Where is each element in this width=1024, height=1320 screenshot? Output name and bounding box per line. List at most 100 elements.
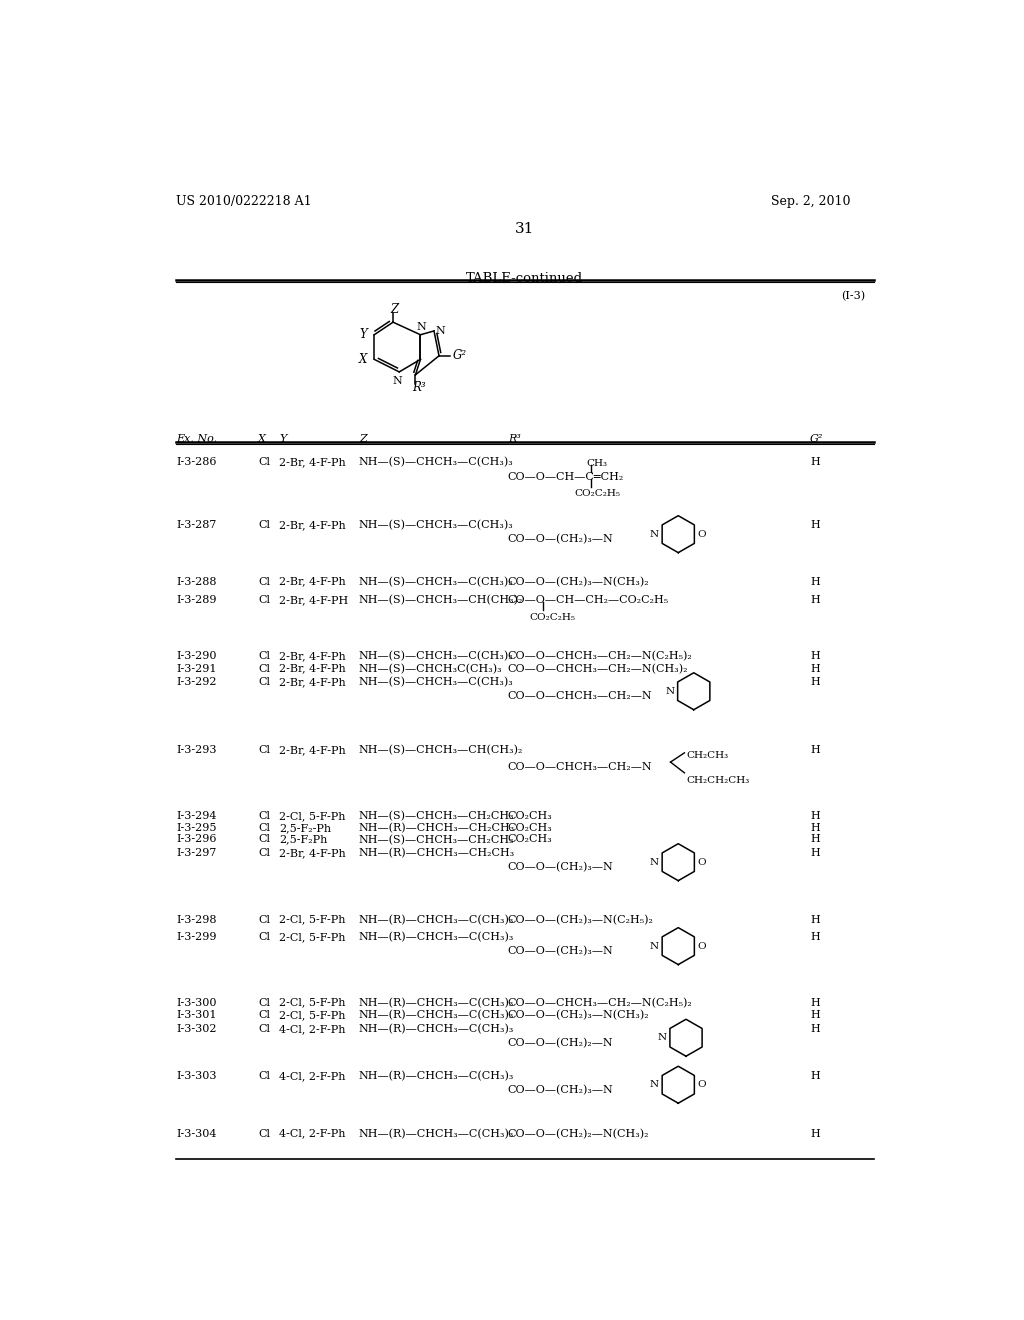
Text: CO₂C₂H₅: CO₂C₂H₅ [529, 612, 575, 622]
Text: 2,5-F₂Ph: 2,5-F₂Ph [280, 834, 328, 845]
Text: H: H [810, 677, 820, 688]
Text: 2-Cl, 5-F-Ph: 2-Cl, 5-F-Ph [280, 915, 346, 924]
Text: NH—(R)—CHCH₃—CH₂CH₃: NH—(R)—CHCH₃—CH₂CH₃ [359, 822, 515, 833]
Text: N: N [649, 858, 658, 867]
Text: NH—(S)—CHCH₃C(CH₃)₃: NH—(S)—CHCH₃C(CH₃)₃ [359, 664, 503, 673]
Text: CO—O—CHCH₃—CH₂—N: CO—O—CHCH₃—CH₂—N [508, 762, 652, 772]
Text: 31: 31 [515, 222, 535, 235]
Text: H: H [810, 457, 820, 467]
Text: X: X [258, 434, 266, 444]
Text: I-3-298: I-3-298 [176, 915, 216, 924]
Text: TABLE-continued: TABLE-continued [466, 272, 584, 285]
Text: NH—(R)—CHCH₃—CH₂CH₃: NH—(R)—CHCH₃—CH₂CH₃ [359, 849, 515, 858]
Text: Cl: Cl [258, 1010, 270, 1020]
Text: CO₂CH₃: CO₂CH₃ [508, 822, 553, 833]
Text: H: H [810, 932, 820, 942]
Text: 2,5-F₂-Ph: 2,5-F₂-Ph [280, 822, 331, 833]
Text: Cl: Cl [258, 812, 270, 821]
Text: CO₂CH₃: CO₂CH₃ [508, 812, 553, 821]
Text: 2-Cl, 5-F-Ph: 2-Cl, 5-F-Ph [280, 998, 346, 1007]
Text: I-3-288: I-3-288 [176, 577, 216, 586]
Text: CO—O—(CH₂)₃—N(C₂H₅)₂: CO—O—(CH₂)₃—N(C₂H₅)₂ [508, 915, 653, 925]
Text: I-3-297: I-3-297 [176, 849, 216, 858]
Text: CO—O—CHCH₃—CH₂—N(C₂H₅)₂: CO—O—CHCH₃—CH₂—N(C₂H₅)₂ [508, 998, 692, 1008]
Text: US 2010/0222218 A1: US 2010/0222218 A1 [176, 195, 311, 209]
Text: I-3-294: I-3-294 [176, 812, 216, 821]
Text: N: N [393, 376, 402, 387]
Text: 2-Br, 4-F-Ph: 2-Br, 4-F-Ph [280, 577, 346, 586]
Text: NH—(S)—CHCH₃—C(CH₃)₃: NH—(S)—CHCH₃—C(CH₃)₃ [359, 577, 514, 587]
Text: Cl: Cl [258, 822, 270, 833]
Text: N: N [649, 1080, 658, 1089]
Text: Cl: Cl [258, 651, 270, 661]
Text: H: H [810, 822, 820, 833]
Text: H: H [810, 849, 820, 858]
Text: 2-Br, 4-F-Ph: 2-Br, 4-F-Ph [280, 744, 346, 755]
Text: 4-Cl, 2-F-Ph: 4-Cl, 2-F-Ph [280, 1071, 346, 1081]
Text: N: N [417, 322, 426, 333]
Text: I-3-296: I-3-296 [176, 834, 216, 845]
Text: Z: Z [390, 304, 398, 317]
Text: 2-Cl, 5-F-Ph: 2-Cl, 5-F-Ph [280, 812, 346, 821]
Text: CO—O—(CH₂)₂—N(CH₃)₂: CO—O—(CH₂)₂—N(CH₃)₂ [508, 1129, 649, 1139]
Text: 2-Br, 4-F-Ph: 2-Br, 4-F-Ph [280, 664, 346, 673]
Text: I-3-290: I-3-290 [176, 651, 216, 661]
Text: H: H [810, 664, 820, 673]
Text: N: N [666, 686, 674, 696]
Text: CO—O—(CH₂)₃—N: CO—O—(CH₂)₃—N [508, 862, 613, 873]
Text: Cl: Cl [258, 744, 270, 755]
Text: NH—(S)—CHCH₃—CH₂CH₃: NH—(S)—CHCH₃—CH₂CH₃ [359, 812, 515, 821]
Text: CO—O—(CH₂)₂—N: CO—O—(CH₂)₂—N [508, 1038, 613, 1048]
Text: NH—(S)—CHCH₃—CH(CH₃)₂: NH—(S)—CHCH₃—CH(CH₃)₂ [359, 595, 523, 606]
Text: I-3-300: I-3-300 [176, 998, 216, 1007]
Text: NH—(S)—CHCH₃—C(CH₃)₃: NH—(S)—CHCH₃—C(CH₃)₃ [359, 520, 514, 531]
Text: Y: Y [359, 329, 368, 342]
Text: CO—O—CH—CH₂—CO₂C₂H₅: CO—O—CH—CH₂—CO₂C₂H₅ [508, 595, 669, 605]
Text: H: H [810, 1071, 820, 1081]
Text: CO—O—(CH₂)₃—N(CH₃)₂: CO—O—(CH₂)₃—N(CH₃)₂ [508, 1010, 649, 1020]
Text: CO—O—(CH₂)₃—N(CH₃)₂: CO—O—(CH₂)₃—N(CH₃)₂ [508, 577, 649, 587]
Text: I-3-286: I-3-286 [176, 457, 216, 467]
Text: NH—(S)—CHCH₃—C(CH₃)₃: NH—(S)—CHCH₃—C(CH₃)₃ [359, 677, 514, 688]
Text: I-3-292: I-3-292 [176, 677, 216, 688]
Text: I-3-302: I-3-302 [176, 1024, 216, 1034]
Text: H: H [810, 834, 820, 845]
Text: NH—(R)—CHCH₃—C(CH₃)₃: NH—(R)—CHCH₃—C(CH₃)₃ [359, 1129, 514, 1139]
Text: NH—(R)—CHCH₃—C(CH₃)₃: NH—(R)—CHCH₃—C(CH₃)₃ [359, 915, 514, 925]
Text: 2-Br, 4-F-Ph: 2-Br, 4-F-Ph [280, 651, 346, 661]
Text: Cl: Cl [258, 1129, 270, 1139]
Text: I-3-299: I-3-299 [176, 932, 216, 942]
Text: CH₃: CH₃ [587, 459, 608, 467]
Text: H: H [810, 577, 820, 586]
Text: NH—(R)—CHCH₃—C(CH₃)₃: NH—(R)—CHCH₃—C(CH₃)₃ [359, 1071, 514, 1081]
Text: 2-Cl, 5-F-Ph: 2-Cl, 5-F-Ph [280, 1010, 346, 1020]
Text: NH—(S)—CHCH₃—CH(CH₃)₂: NH—(S)—CHCH₃—CH(CH₃)₂ [359, 744, 523, 755]
Text: Cl: Cl [258, 834, 270, 845]
Text: CO—O—CHCH₃—CH₂—N(C₂H₅)₂: CO—O—CHCH₃—CH₂—N(C₂H₅)₂ [508, 651, 692, 661]
Text: N: N [649, 941, 658, 950]
Text: I-3-301: I-3-301 [176, 1010, 216, 1020]
Text: CO—O—CH—C═CH₂: CO—O—CH—C═CH₂ [508, 471, 624, 482]
Text: R³: R³ [508, 434, 520, 444]
Text: N: N [435, 326, 445, 337]
Text: Ex. No.: Ex. No. [176, 434, 217, 444]
Text: H: H [810, 744, 820, 755]
Text: Cl: Cl [258, 1024, 270, 1034]
Text: CO—O—(CH₂)₃—N: CO—O—(CH₂)₃—N [508, 535, 613, 544]
Text: I-3-291: I-3-291 [176, 664, 216, 673]
Text: 2-Br, 4-F-Ph: 2-Br, 4-F-Ph [280, 457, 346, 467]
Text: I-3-304: I-3-304 [176, 1129, 216, 1139]
Text: Cl: Cl [258, 577, 270, 586]
Text: X: X [359, 352, 368, 366]
Text: Sep. 2, 2010: Sep. 2, 2010 [771, 195, 851, 209]
Text: Cl: Cl [258, 1071, 270, 1081]
Text: I-3-289: I-3-289 [176, 595, 216, 605]
Text: NH—(R)—CHCH₃—C(CH₃)₃: NH—(R)—CHCH₃—C(CH₃)₃ [359, 998, 514, 1008]
Text: (I-3): (I-3) [841, 290, 865, 301]
Text: CO—O—CHCH₃—CH₂—N: CO—O—CHCH₃—CH₂—N [508, 692, 652, 701]
Text: Cl: Cl [258, 520, 270, 531]
Text: NH—(R)—CHCH₃—C(CH₃)₃: NH—(R)—CHCH₃—C(CH₃)₃ [359, 932, 514, 942]
Text: H: H [810, 651, 820, 661]
Text: Z: Z [359, 434, 367, 444]
Text: NH—(S)—CHCH₃—C(CH₃)₃: NH—(S)—CHCH₃—C(CH₃)₃ [359, 457, 514, 467]
